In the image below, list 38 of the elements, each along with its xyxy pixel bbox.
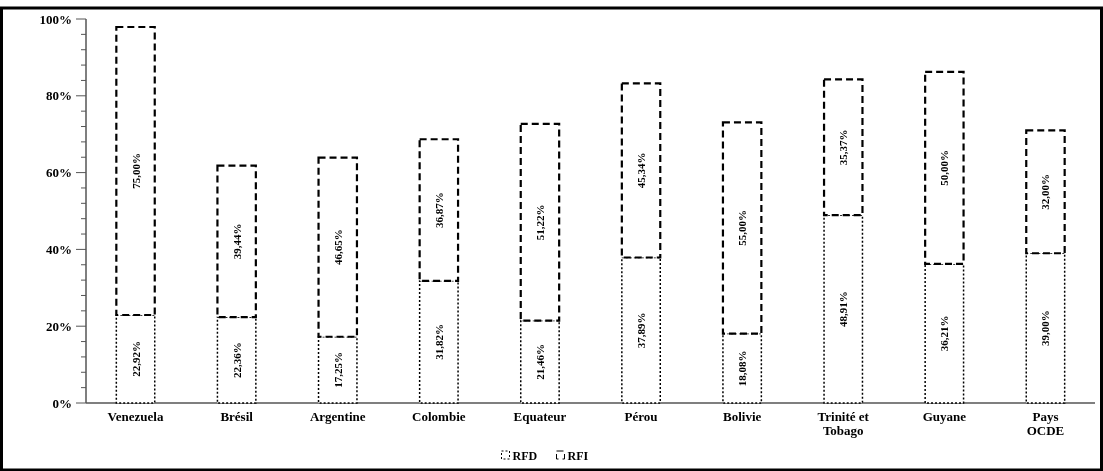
data-label: 36,87% (432, 192, 445, 228)
x-tick-label: Pays OCDE (1026, 409, 1065, 438)
y-tick-label: 20% (46, 318, 72, 334)
data-label: 32,00% (1039, 173, 1052, 210)
x-tick-label: Bolivie (723, 409, 762, 424)
x-tick-label: Guyane (922, 409, 967, 424)
x-tick-label: Trinité et Tobago (817, 409, 870, 438)
x-tick-label: Argentine (309, 409, 366, 424)
data-label: 37,89% (635, 312, 648, 349)
data-label: 31,82% (432, 324, 445, 360)
data-label: 22,92% (129, 341, 142, 377)
x-tick-label: Brésil (220, 409, 254, 424)
data-label: 46,65% (331, 229, 344, 266)
data-label: 45,34% (635, 152, 648, 189)
data-label: 51,22% (533, 204, 546, 241)
x-tick-label: Pérou (624, 409, 658, 424)
legend-label: RFD (512, 449, 538, 463)
data-label: 22,36% (230, 342, 243, 378)
data-label: 21,46% (533, 343, 546, 380)
data-label: 18,08% (736, 350, 749, 387)
x-tick-label: Colombie (412, 409, 466, 424)
data-label: 17,25% (331, 352, 344, 388)
y-tick-label: 0% (52, 395, 72, 411)
y-tick-label: 100% (39, 11, 72, 27)
data-label: 50,00% (938, 150, 951, 186)
data-label: 35,37% (837, 129, 850, 166)
data-label: 39,44% (230, 223, 243, 260)
x-tick-label: Equateur (513, 409, 567, 424)
y-tick-label: 60% (46, 165, 72, 181)
data-label: 55,00% (736, 210, 749, 246)
y-tick-label: 40% (46, 241, 72, 257)
data-label: 36,21% (938, 315, 951, 352)
data-label: 39,00% (1039, 310, 1052, 346)
data-label: 75,00% (129, 153, 142, 189)
data-label: 48,91% (837, 291, 850, 327)
y-tick-label: 80% (46, 88, 72, 104)
legend-label: RFI (567, 449, 589, 463)
x-tick-label: Venezuela (107, 409, 164, 424)
